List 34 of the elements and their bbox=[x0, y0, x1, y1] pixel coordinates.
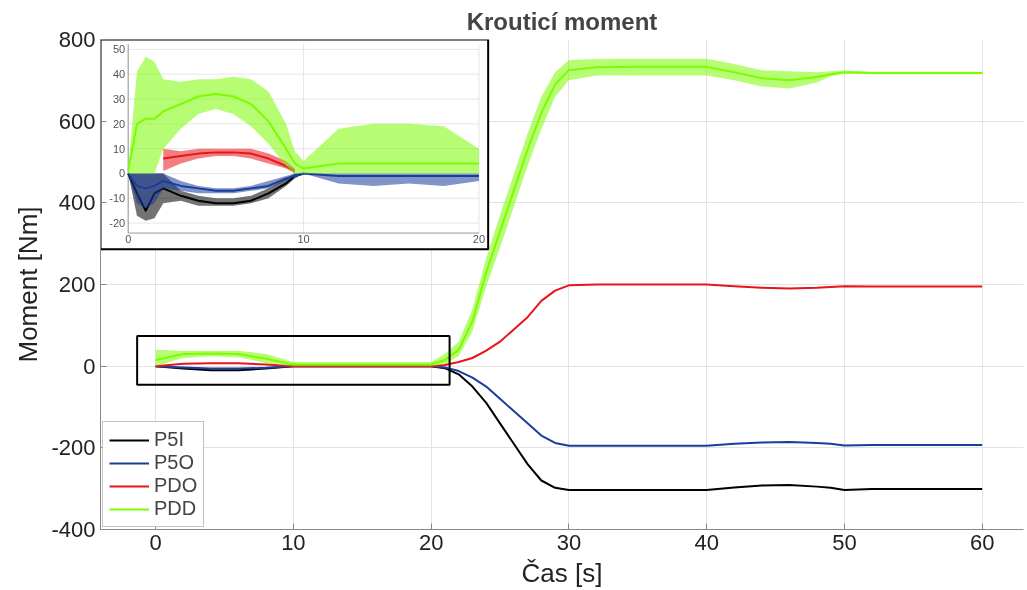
y-tick-label: 800 bbox=[58, 27, 96, 52]
chart-title: Krouticí moment bbox=[466, 7, 658, 35]
y-tick-label: 200 bbox=[58, 272, 96, 297]
line-series bbox=[127, 93, 480, 172]
x-tick-label: 60 bbox=[969, 529, 995, 555]
y-tick-label: -10 bbox=[109, 192, 126, 205]
y-tick-label: 20 bbox=[112, 117, 126, 130]
x-tick-label: 0 bbox=[149, 529, 162, 555]
y-tick-label: 400 bbox=[58, 190, 96, 216]
line-series bbox=[154, 283, 984, 368]
x-axis-title: Čas [s] bbox=[521, 557, 603, 588]
x-tick-label: 20 bbox=[472, 233, 486, 246]
legend-label: P5I bbox=[154, 428, 185, 451]
x-tick-label: 20 bbox=[418, 529, 444, 555]
x-tick-label: 10 bbox=[297, 233, 310, 246]
y-tick-label: 10 bbox=[112, 142, 126, 155]
legend-label: P5O bbox=[154, 451, 195, 474]
y-tick-label: -400 bbox=[51, 517, 96, 542]
y-tick-label: 0 bbox=[119, 167, 126, 180]
legend-label: PDD bbox=[154, 497, 197, 520]
y-tick-label: -200 bbox=[51, 435, 96, 461]
y-tick-label: 600 bbox=[58, 108, 96, 134]
x-tick-label: 40 bbox=[694, 529, 719, 555]
x-tick-label: 30 bbox=[556, 529, 582, 555]
y-tick-label: 40 bbox=[112, 68, 126, 81]
line-series bbox=[127, 172, 480, 192]
legend-label: PDO bbox=[154, 474, 198, 497]
y-tick-label: 0 bbox=[83, 353, 96, 379]
y-tick-label: 30 bbox=[112, 93, 126, 106]
x-tick-label: 50 bbox=[832, 529, 857, 555]
x-tick-label: 10 bbox=[281, 529, 306, 555]
y-tick-label: -20 bbox=[109, 217, 126, 230]
y-tick-label: 50 bbox=[112, 43, 126, 56]
y-axis-title: Moment [Nm] bbox=[13, 206, 44, 363]
